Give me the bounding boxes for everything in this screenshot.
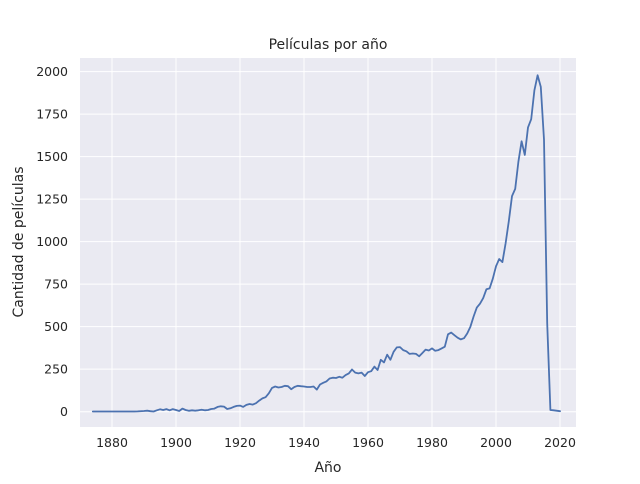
series-layer bbox=[91, 74, 561, 413]
x-tick-label: 1940 bbox=[288, 435, 320, 450]
y-tick-label: 2000 bbox=[36, 64, 68, 79]
x-tick-label: 2020 bbox=[544, 435, 576, 450]
x-tick-label: 1980 bbox=[416, 435, 448, 450]
y-tick-label: 1250 bbox=[36, 192, 68, 207]
tick-layer: 1880 1900 1920 1940 1960 1980 2000 2020 0 250 500 7… bbox=[36, 64, 576, 450]
y-tick-label: 1000 bbox=[36, 234, 68, 249]
y-axis-label: Cantidad de películas bbox=[11, 167, 27, 318]
y-tick-label: 750 bbox=[44, 277, 68, 292]
x-axis-label: Año bbox=[314, 460, 341, 476]
series-line bbox=[91, 74, 561, 413]
x-tick-label: 2000 bbox=[480, 435, 512, 450]
x-tick-label: 1920 bbox=[224, 435, 256, 450]
y-tick-label: 0 bbox=[60, 404, 68, 419]
grid-layer bbox=[80, 58, 576, 427]
x-tick-label: 1880 bbox=[96, 435, 128, 450]
chart-title: Películas por año bbox=[269, 37, 388, 53]
y-tick-label: 250 bbox=[44, 362, 68, 377]
y-tick-label: 1750 bbox=[36, 107, 68, 122]
x-tick-label: 1900 bbox=[160, 435, 192, 450]
y-tick-label: 500 bbox=[44, 319, 68, 334]
y-tick-label: 1500 bbox=[36, 149, 68, 164]
x-tick-label: 1960 bbox=[352, 435, 384, 450]
plot-background bbox=[80, 58, 576, 427]
